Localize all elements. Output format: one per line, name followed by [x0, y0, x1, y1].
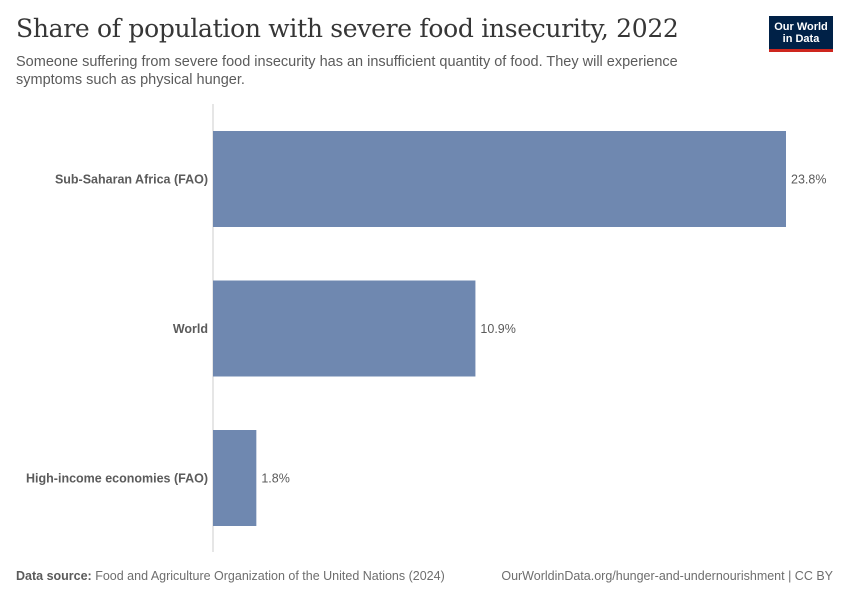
category-label: High-income economies (FAO): [26, 472, 208, 486]
bar[interactable]: [213, 131, 786, 227]
value-label: 10.9%: [480, 322, 515, 336]
category-label: Sub-Saharan Africa (FAO): [55, 173, 208, 187]
data-source-label: Data source:: [16, 569, 92, 583]
value-label: 1.8%: [261, 472, 290, 486]
chart-subtitle: Someone suffering from severe food insec…: [16, 54, 678, 88]
owid-logo[interactable]: Our World in Data: [769, 16, 833, 52]
bar[interactable]: [213, 430, 257, 526]
category-label: World: [173, 322, 208, 336]
url-license[interactable]: OurWorldinData.org/hunger-and-undernouri…: [501, 569, 833, 583]
data-source-text[interactable]: Food and Agriculture Organization of the…: [95, 569, 445, 583]
logo-line-1: Our World: [774, 21, 828, 33]
value-label: 23.8%: [791, 173, 826, 187]
bar[interactable]: [213, 280, 476, 377]
logo-line-2: in Data: [782, 33, 820, 45]
data-source: Data source: Food and Agriculture Organi…: [16, 569, 445, 583]
chart-title: Share of population with severe food ins…: [16, 14, 679, 43]
